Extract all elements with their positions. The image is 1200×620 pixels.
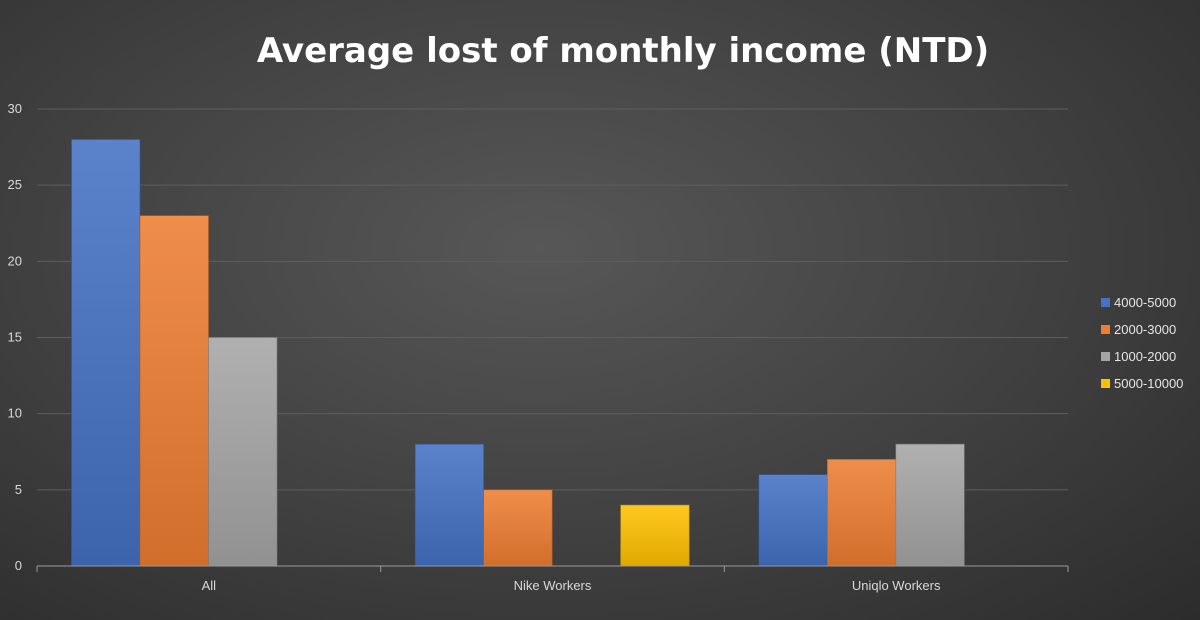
legend-swatch <box>1101 325 1110 334</box>
bar-4000-5000-uniqlo-workers <box>758 474 828 567</box>
legend-swatch <box>1101 379 1110 388</box>
bar-4000-5000-nike-workers <box>414 443 484 567</box>
bar-2000-3000-all <box>139 215 209 567</box>
x-tick-labels: All Nike Workers Uniqlo Workers <box>202 578 941 593</box>
bar-5000-10000-nike-workers <box>620 504 690 567</box>
bar-1000-2000-all <box>208 337 278 567</box>
y-tick-label: 20 <box>8 253 22 268</box>
x-axis <box>36 565 1069 572</box>
bar-2000-3000-nike-workers <box>483 489 553 567</box>
bar-4000-5000-all <box>71 139 141 567</box>
chart-title: Average lost of monthly income (NTD) <box>257 31 989 71</box>
y-tick-label: 15 <box>8 330 22 345</box>
x-tick-label: Uniqlo Workers <box>852 578 941 593</box>
legend: 4000-5000 2000-3000 1000-2000 5000-10000 <box>1101 295 1183 391</box>
y-tick-label: 25 <box>8 177 22 192</box>
y-tick-label: 10 <box>8 406 22 421</box>
y-tick-label: 5 <box>15 482 22 497</box>
x-tick-label: All <box>202 578 217 593</box>
legend-swatch <box>1101 352 1110 361</box>
y-tick-label: 0 <box>15 558 22 573</box>
y-tick-label: 30 <box>8 101 22 116</box>
x-tick-label: Nike Workers <box>514 578 592 593</box>
legend-label: 2000-3000 <box>1114 322 1176 337</box>
bar-2000-3000-uniqlo-workers <box>827 459 897 567</box>
bars <box>71 139 965 567</box>
y-axis: 0 5 10 15 20 25 30 <box>8 101 22 573</box>
bar-1000-2000-uniqlo-workers <box>895 443 965 567</box>
legend-label: 1000-2000 <box>1114 349 1176 364</box>
legend-swatch <box>1101 298 1110 307</box>
legend-label: 4000-5000 <box>1114 295 1176 310</box>
legend-label: 5000-10000 <box>1114 376 1183 391</box>
